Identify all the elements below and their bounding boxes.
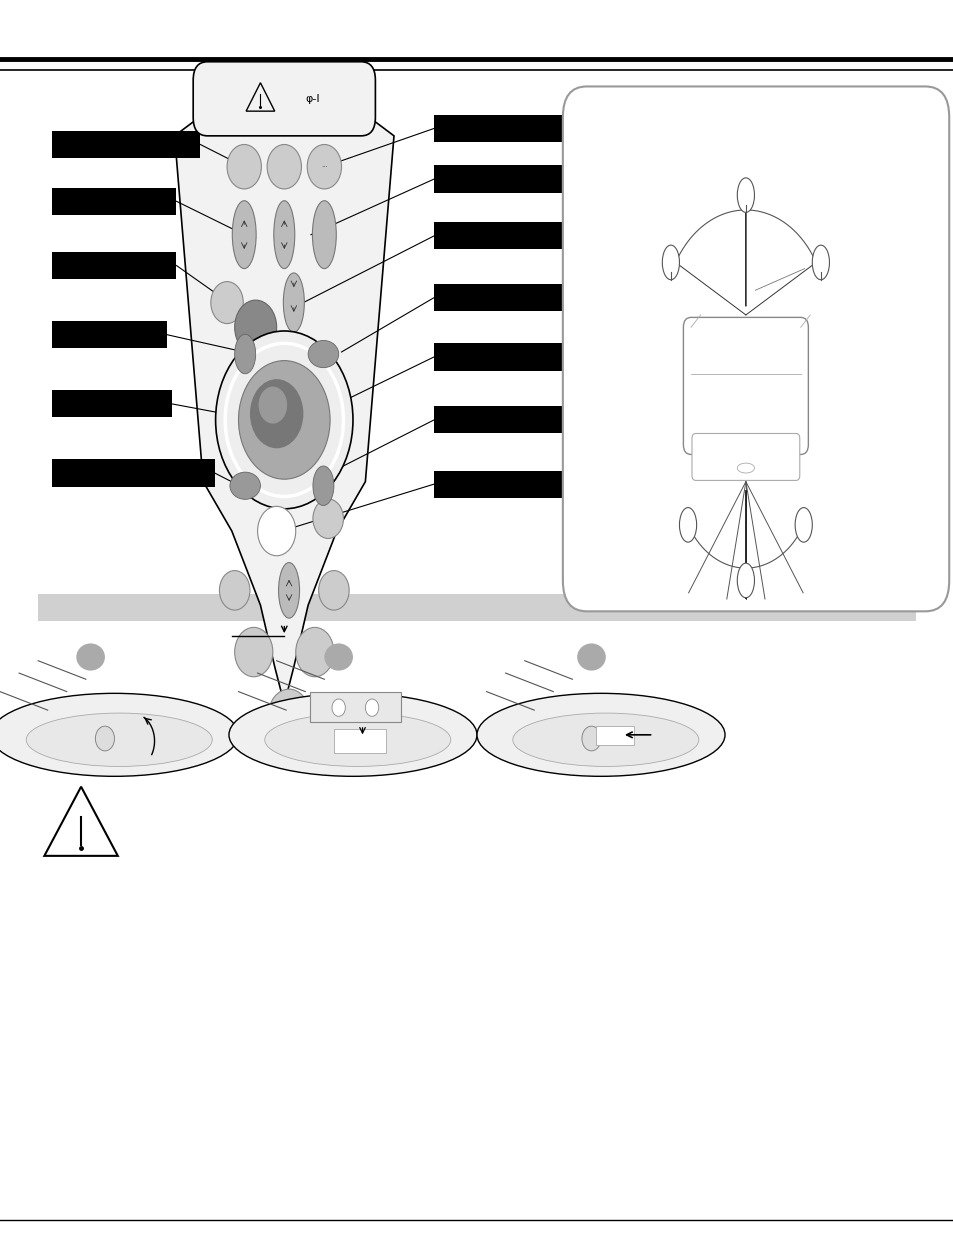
Bar: [52, 188, 176, 215]
Circle shape: [215, 331, 353, 509]
Bar: [434, 471, 591, 498]
Bar: [434, 222, 577, 249]
Bar: [52, 252, 176, 279]
Ellipse shape: [308, 341, 338, 368]
Circle shape: [332, 699, 345, 716]
Ellipse shape: [27, 713, 212, 767]
Circle shape: [238, 361, 330, 479]
Ellipse shape: [737, 563, 754, 598]
Bar: [434, 284, 572, 311]
Ellipse shape: [513, 713, 698, 767]
Ellipse shape: [274, 201, 294, 269]
Bar: [434, 165, 581, 193]
Bar: [52, 390, 172, 417]
FancyBboxPatch shape: [682, 317, 807, 454]
Text: φ-I: φ-I: [305, 94, 320, 104]
Circle shape: [234, 627, 273, 677]
Ellipse shape: [476, 693, 724, 777]
Bar: [434, 115, 591, 142]
Circle shape: [257, 506, 295, 556]
Polygon shape: [174, 111, 394, 704]
FancyBboxPatch shape: [562, 86, 948, 611]
Circle shape: [307, 144, 341, 189]
Polygon shape: [310, 692, 400, 722]
Circle shape: [95, 726, 114, 751]
Ellipse shape: [278, 562, 299, 618]
Circle shape: [258, 387, 287, 424]
Bar: [52, 459, 214, 487]
Ellipse shape: [811, 245, 828, 280]
Ellipse shape: [794, 508, 811, 542]
Bar: [434, 343, 567, 370]
Bar: [434, 406, 567, 433]
Ellipse shape: [76, 643, 105, 671]
FancyBboxPatch shape: [691, 433, 799, 480]
Ellipse shape: [661, 245, 679, 280]
Circle shape: [318, 571, 349, 610]
Ellipse shape: [230, 472, 260, 499]
Bar: [52, 131, 200, 158]
Bar: [334, 729, 386, 753]
Bar: [38, 594, 915, 621]
Ellipse shape: [737, 178, 754, 212]
Circle shape: [234, 300, 276, 354]
Ellipse shape: [679, 508, 696, 542]
Circle shape: [365, 699, 378, 716]
Ellipse shape: [229, 693, 476, 777]
Ellipse shape: [312, 201, 335, 269]
Text: ···: ···: [320, 164, 328, 169]
Circle shape: [313, 499, 343, 538]
Ellipse shape: [324, 643, 353, 671]
Ellipse shape: [577, 643, 605, 671]
Ellipse shape: [234, 335, 255, 374]
Circle shape: [211, 282, 243, 324]
Circle shape: [295, 627, 334, 677]
Bar: [52, 321, 167, 348]
Circle shape: [227, 144, 261, 189]
Circle shape: [250, 379, 303, 448]
Ellipse shape: [0, 693, 238, 777]
Circle shape: [268, 689, 310, 743]
Ellipse shape: [233, 201, 255, 269]
Polygon shape: [45, 787, 118, 856]
Circle shape: [267, 144, 301, 189]
Ellipse shape: [283, 273, 304, 332]
Bar: [596, 726, 634, 745]
FancyBboxPatch shape: [193, 62, 375, 136]
Circle shape: [219, 571, 250, 610]
Ellipse shape: [264, 713, 450, 767]
Ellipse shape: [313, 466, 334, 505]
Circle shape: [581, 726, 600, 751]
Ellipse shape: [737, 463, 754, 473]
